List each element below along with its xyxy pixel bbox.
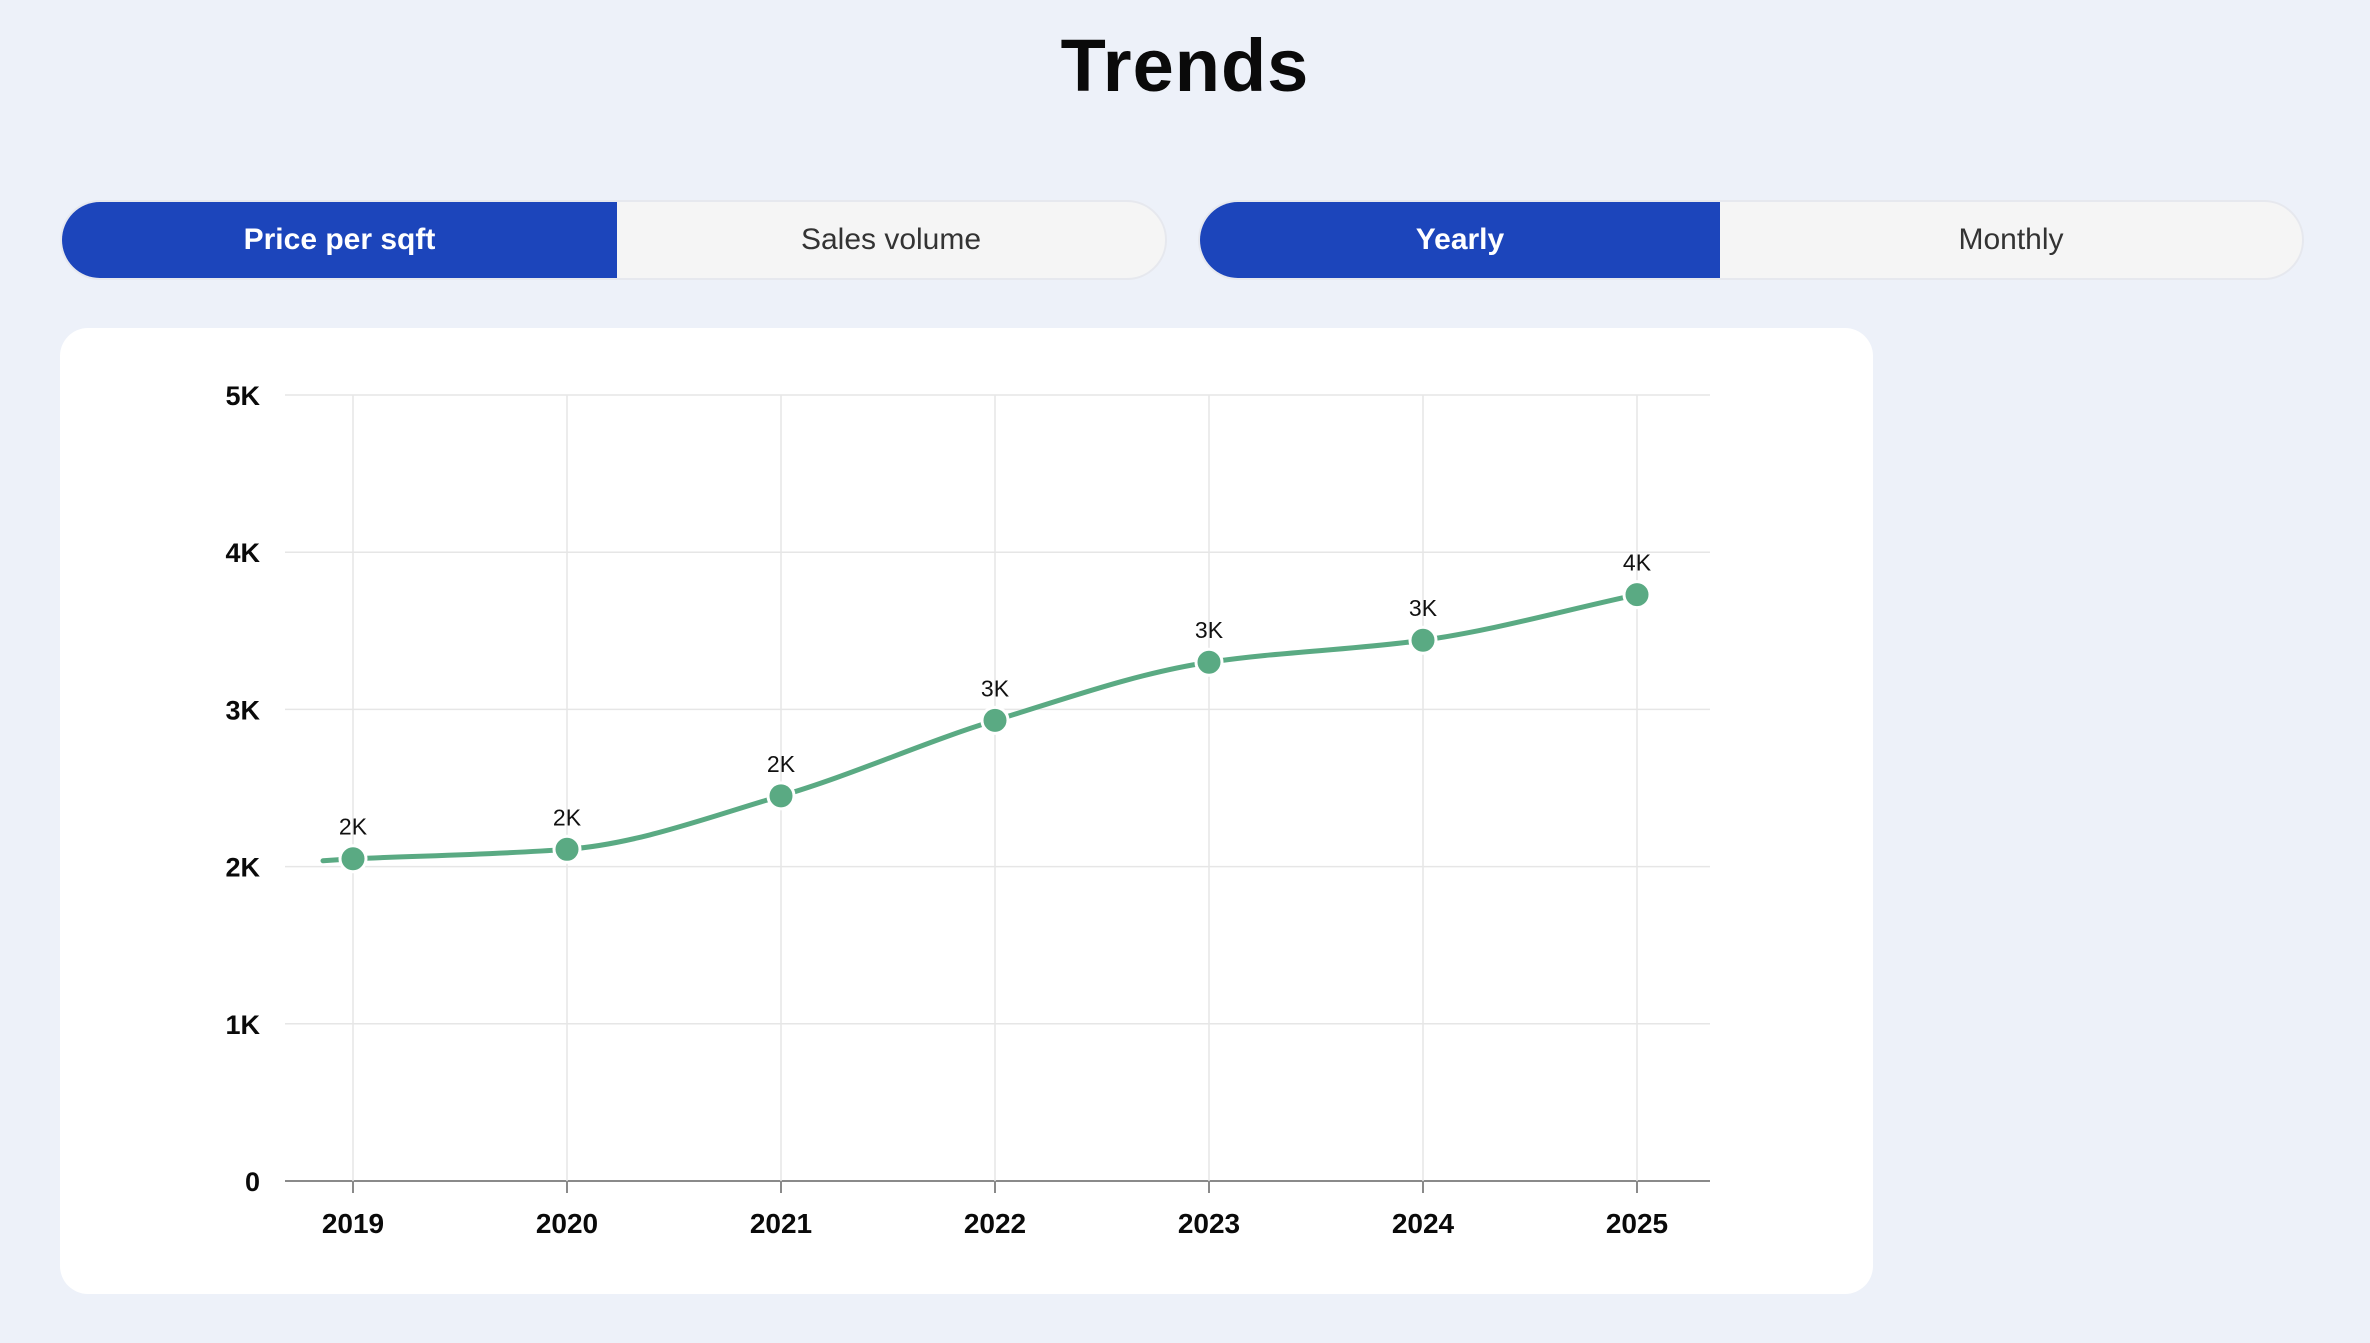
x-tick-label: 2022 xyxy=(964,1208,1026,1239)
monthly-tab[interactable]: Monthly xyxy=(1958,223,2064,256)
data-point xyxy=(1622,580,1652,610)
x-tick-label: 2021 xyxy=(750,1208,812,1239)
data-point xyxy=(980,705,1010,735)
y-tick-label: 4K xyxy=(225,538,260,568)
data-label: 3K xyxy=(981,675,1010,701)
x-tick-label: 2025 xyxy=(1606,1208,1668,1239)
data-label: 2K xyxy=(553,804,582,830)
price-trend-chart: 0 1K 2K 3K 4K 5K 2019 2020 2021 2022 2023 2024 2025 2… xyxy=(225,381,1710,1239)
y-tick-label: 5K xyxy=(225,381,260,411)
data-label: 3K xyxy=(1195,617,1224,643)
price-per-sqft-tab[interactable]: Price per sqft xyxy=(62,202,617,278)
data-label: 2K xyxy=(767,751,796,777)
y-tick-label: 2K xyxy=(225,853,260,883)
metric-toggle: Price per sqft Sales volume xyxy=(60,200,1167,280)
y-tick-label: 0 xyxy=(245,1167,260,1197)
x-tick-label: 2023 xyxy=(1178,1208,1240,1239)
data-point xyxy=(338,844,368,874)
page-title: Trends xyxy=(1060,24,1310,107)
x-tick-label: 2024 xyxy=(1392,1208,1455,1239)
y-tick-label: 3K xyxy=(225,695,260,725)
data-point xyxy=(552,834,582,864)
data-label: 2K xyxy=(339,814,368,840)
y-tick-label: 1K xyxy=(225,1010,260,1040)
price-series-line xyxy=(320,592,1640,864)
data-point xyxy=(1408,625,1438,655)
data-label: 3K xyxy=(1409,595,1438,621)
sales-volume-tab[interactable]: Sales volume xyxy=(800,223,982,256)
yearly-tab[interactable]: Yearly xyxy=(1200,202,1720,278)
period-toggle: Yearly Monthly xyxy=(1198,200,2304,280)
data-point xyxy=(766,781,796,811)
data-label: 4K xyxy=(1623,550,1652,576)
x-tick-label: 2020 xyxy=(536,1208,598,1239)
x-tick-label: 2019 xyxy=(322,1208,384,1239)
chart-card: 0 1K 2K 3K 4K 5K 2019 2020 2021 2022 2023 2024 2025 2… xyxy=(60,328,1873,1294)
data-point xyxy=(1194,647,1224,677)
